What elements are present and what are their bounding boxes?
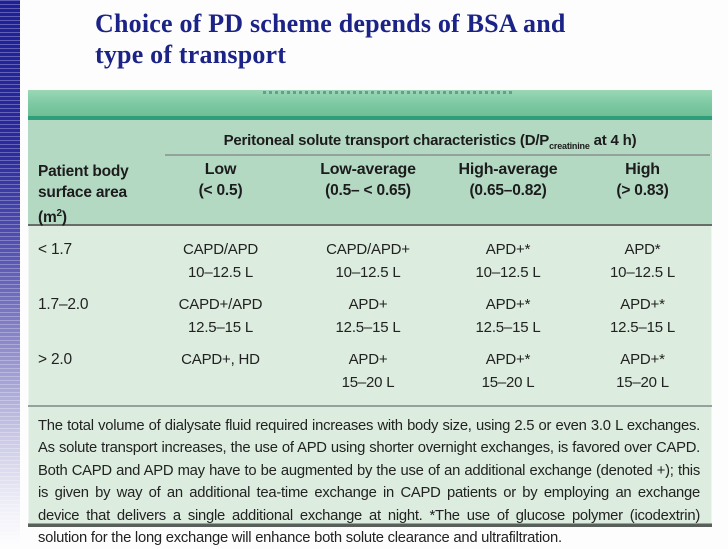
span-header-subscript: creatinine: [549, 141, 590, 151]
table-row: < 1.7 CAPD/APD 10–12.5 L CAPD/APD+ 10–12…: [28, 240, 712, 282]
scheme-cell: APD+ 12.5–15 L: [335, 296, 401, 336]
scheme-cell: APD+* 15–20 L: [481, 351, 535, 391]
column-header-low-average: Low-average (0.5– < 0.65): [320, 161, 416, 199]
span-header-text: Peritoneal solute transport characterist…: [223, 132, 550, 149]
bsa-cell: < 1.7: [38, 241, 72, 258]
scheme-cell: APD+* 15–20 L: [616, 351, 669, 391]
table-top-accent-line: [28, 116, 712, 120]
slide-title-line1: Choice of PD scheme depends of BSA and: [95, 9, 566, 38]
header-separator-rule: [28, 224, 712, 226]
column-header-high-average: High-average (0.65–0.82): [458, 161, 558, 199]
scheme-cell: CAPD/APD 10–12.5 L: [182, 241, 259, 281]
table-row: > 2.0 CAPD+, HD APD+ 15–20 L APD+* 15–20…: [28, 350, 712, 392]
table-header: Peritoneal solute transport characterist…: [28, 120, 712, 226]
scheme-cell: CAPD/APD+ 10–12.5 L: [326, 241, 410, 281]
scheme-cell: APD* 10–12.5 L: [610, 241, 675, 281]
sidebar-gradient-bar: [0, 0, 20, 546]
column-header-low: Low (< 0.5): [198, 161, 243, 199]
scheme-cell: CAPD+/APD 12.5–15 L: [178, 296, 263, 336]
scheme-cell: APD+* 12.5–15 L: [475, 296, 541, 336]
scheme-cell: APD+ 15–20 L: [341, 351, 395, 391]
slide-title: Choice of PD scheme depends of BSA and ty…: [95, 8, 655, 70]
column-header-bsa: Patient body surface area (m2): [28, 160, 148, 228]
span-header: Peritoneal solute transport characterist…: [148, 132, 712, 151]
bsa-cell: 1.7–2.0: [38, 296, 89, 313]
footnote-separator-rule: [28, 405, 712, 407]
span-header-suffix: at 4 h): [589, 132, 637, 149]
scheme-cell: APD+* 12.5–15 L: [610, 296, 675, 336]
table-caption-smudge: [263, 91, 513, 94]
table-body: < 1.7 CAPD/APD 10–12.5 L CAPD/APD+ 10–12…: [28, 226, 712, 549]
table-bottom-rule: [28, 523, 712, 527]
table-row: 1.7–2.0 CAPD+/APD 12.5–15 L APD+ 12.5–15…: [28, 295, 712, 337]
slide-title-line2: type of transport: [95, 40, 287, 69]
pd-scheme-table: Peritoneal solute transport characterist…: [28, 90, 712, 546]
table-footnote: The total volume of dialysate fluid requ…: [38, 418, 700, 547]
column-header-bsa-line1: Patient body: [38, 163, 129, 180]
span-header-rule: [165, 154, 710, 156]
scheme-cell: CAPD+, HD: [181, 351, 260, 368]
table-top-bar: [28, 90, 712, 116]
column-header-bsa-line2: surface area (m2): [38, 184, 127, 227]
column-header-row: Patient body surface area (m2) Low (< 0.…: [28, 160, 712, 228]
scheme-cell: APD+* 10–12.5 L: [475, 241, 541, 281]
column-header-high: High (> 0.83): [616, 161, 669, 199]
bsa-cell: > 2.0: [38, 351, 72, 368]
